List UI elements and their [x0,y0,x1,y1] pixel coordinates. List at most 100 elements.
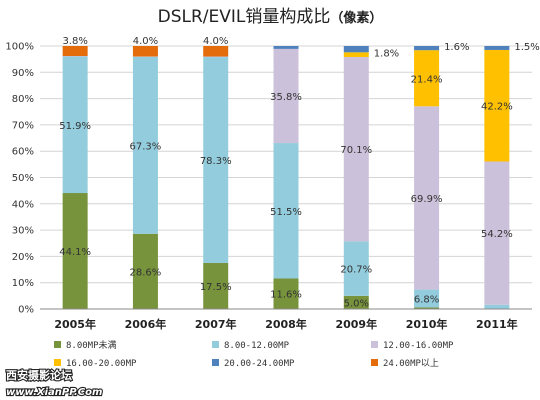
data-label: 6.8% [414,295,439,306]
data-label: 17.5% [200,282,232,293]
data-label: 3.8% [62,36,87,47]
data-label: 42.2% [481,102,513,113]
data-label: 28.6% [130,267,162,278]
data-label: 69.9% [411,194,443,205]
legend-item: 8.00MP未满 [54,339,117,351]
data-label: 1.6% [444,42,469,53]
bar-segment [414,46,440,51]
bar-segment [62,193,88,309]
y-tick-label: 90% [12,68,34,79]
legend-label: 12.00-16.00MP [383,341,454,351]
bar-segment [273,48,299,144]
x-tick-label: 2010年 [406,317,448,331]
chart-title: DSLR/EVIL销量构成比（像素） [158,7,383,27]
data-label: 78.3% [200,156,232,167]
bar-segment [203,46,229,57]
y-axis-ticks: 0% 10% 20% 30% 40% 50% 60% 70% 80% 90% 100% [5,42,34,316]
bar-segment [484,46,510,50]
y-tick-label: 40% [12,199,34,210]
x-tick-label: 2007年 [195,317,237,331]
data-label: 44.1% [59,247,91,258]
legend-swatch [54,359,61,366]
bar-segment [273,143,299,279]
bar-segment [62,55,88,57]
bar-segment [343,52,369,58]
legend-swatch [212,359,219,366]
data-label: 21.4% [411,74,443,85]
bar-segment [203,56,229,58]
legend-swatch [54,341,61,348]
legend-swatch [371,341,378,348]
y-tick-label: 30% [12,226,34,237]
x-tick-label: 2009年 [335,317,377,331]
data-label: 54.2% [481,229,513,240]
data-label: 51.9% [59,121,91,132]
bar-segment [62,56,88,194]
legend-item: 20.00-24.00MP [212,359,295,369]
bar-segment [484,304,510,309]
bar-segment [62,46,88,56]
bar-segment [273,46,299,49]
legend-label: 8.00MP未满 [66,339,117,351]
data-label: 1.5% [514,42,539,53]
y-tick-label: 60% [12,147,34,158]
data-labels: 44.1% 51.9% 3.8% 28.6% 67.3% 4.0% 17.5% 78.3% 4.… [59,36,540,309]
bar-segment [343,57,369,242]
chart-title-sub: （像素） [330,10,382,26]
y-tick-label: 80% [12,94,34,105]
bar-segment [414,289,440,308]
legend-swatch [212,341,219,348]
bar-segment [343,46,369,53]
watermark-line1: 西安摄影论坛 [6,368,72,382]
legend-label: 20.00-24.00MP [224,359,295,369]
bars [62,46,510,309]
x-axis-ticks: 2005年 2006年 2007年 2008年 2009年 2010年 2011年 [54,317,517,331]
data-label: 20.7% [340,265,372,276]
y-tick-label: 10% [12,278,34,289]
legend-label: 24.00MP以上 [383,358,439,369]
bar-segment [343,241,369,296]
bar-segment [343,295,369,309]
y-tick-label: 70% [12,120,34,131]
y-tick-label: 20% [12,252,34,263]
data-label: 51.5% [270,207,302,218]
bar-segment [484,49,510,162]
legend-item: 12.00-16.00MP [371,341,454,351]
chart-title-main: DSLR/EVIL销量构成比 [158,7,331,27]
y-tick-label: 100% [5,42,34,53]
x-tick-label: 2011年 [476,317,518,331]
y-tick-label: 0% [18,305,34,316]
bar-segment [273,278,299,309]
data-label: 35.8% [270,92,302,103]
legend-item: 16.00-20.00MP [54,359,137,369]
x-tick-label: 2005年 [54,317,96,331]
bar-segment [414,106,440,290]
y-tick-label: 50% [12,173,34,184]
legend-label: 16.00-20.00MP [66,359,137,369]
data-label: 4.0% [203,36,228,47]
bar-segment [132,233,158,309]
legend-item: 24.00MP以上 [371,358,439,369]
data-label: 5.0% [344,298,369,309]
data-label: 70.1% [340,145,372,156]
x-tick-label: 2008年 [265,317,307,331]
watermark-line2: www.XianPP.Com [6,387,102,398]
watermark: 西安摄影论坛 www.XianPP.Com [5,367,104,399]
data-label: 1.8% [374,48,399,59]
bar-segment [484,161,510,305]
bar-segment [414,50,440,107]
data-label: 11.6% [270,290,302,301]
bar-segment [414,307,440,309]
x-tick-label: 2006年 [125,317,167,331]
legend: 8.00MP未满 8.00-12.00MP 12.00-16.00MP 16.00-2… [54,339,454,369]
data-label: 67.3% [130,141,162,152]
data-label: 4.0% [133,36,158,47]
legend-item: 8.00-12.00MP [212,341,290,351]
bar-segment [132,46,158,57]
bar-segment [203,262,229,309]
bar-segment [203,57,229,263]
legend-swatch [371,359,378,366]
bar-segment [132,56,158,234]
legend-label: 8.00-12.00MP [224,341,290,351]
